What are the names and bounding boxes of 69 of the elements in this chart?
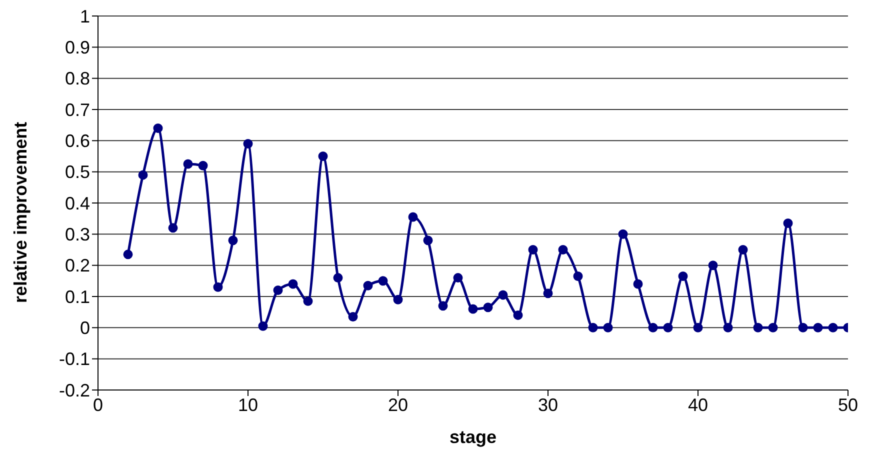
y-tick-label: 1 (80, 6, 90, 26)
y-tick-label: -0.1 (58, 349, 90, 370)
point (513, 310, 523, 320)
x-tick-label: 0 (92, 394, 104, 415)
point (423, 236, 433, 246)
y-tick-label: 0.1 (64, 286, 90, 307)
point (558, 245, 568, 254)
point (138, 170, 148, 180)
point (288, 279, 298, 289)
point (498, 290, 508, 300)
point (768, 322, 778, 332)
point (678, 271, 688, 281)
point (258, 321, 268, 331)
point (753, 322, 763, 332)
x-tick-label: 20 (388, 394, 408, 415)
point (783, 218, 793, 228)
point (243, 139, 253, 149)
point (618, 229, 628, 239)
point (738, 245, 748, 254)
y-tick-label: 0.7 (64, 100, 90, 120)
point (213, 282, 223, 292)
point (633, 279, 643, 289)
point (183, 159, 193, 169)
x-tick-label: 50 (838, 394, 858, 415)
point (828, 322, 838, 332)
point (273, 286, 283, 296)
y-tick-label: 0 (80, 318, 90, 338)
point (468, 304, 478, 314)
point (303, 296, 313, 306)
point (453, 273, 463, 283)
y-tick-label: 0.8 (64, 68, 90, 89)
point (408, 212, 418, 222)
point (603, 322, 613, 332)
point (393, 294, 403, 304)
point (723, 322, 733, 332)
y-axis-title: relative improvement (10, 122, 30, 303)
x-tick-label: 30 (538, 394, 558, 415)
y-tick-label: 0.4 (64, 193, 90, 214)
point (363, 280, 373, 290)
x-tick-label: 10 (238, 394, 258, 415)
y-tick-label: 0.5 (64, 162, 90, 182)
y-tick-label: 0.3 (64, 224, 90, 245)
point (588, 322, 598, 332)
point (663, 322, 673, 332)
x-tick-label: 40 (688, 394, 708, 415)
point (318, 152, 328, 161)
point (153, 123, 163, 133)
point (648, 322, 658, 332)
point (378, 276, 388, 286)
point (168, 223, 178, 233)
point (348, 312, 358, 322)
point (573, 271, 583, 281)
point (123, 250, 133, 260)
point (708, 260, 718, 270)
point (228, 236, 238, 246)
y-tick-label: 0.9 (64, 38, 90, 58)
point (333, 273, 343, 283)
point (438, 301, 448, 311)
point (483, 302, 493, 312)
point (798, 322, 808, 332)
y-tick-label: -0.2 (58, 380, 90, 400)
point (693, 322, 703, 332)
y-tick-label: 0.2 (64, 256, 90, 276)
y-tick-label: 0.6 (64, 131, 90, 152)
point (198, 160, 208, 170)
point (543, 288, 553, 298)
x-axis-title: stage (449, 427, 497, 447)
point (813, 322, 823, 332)
point (528, 245, 538, 254)
